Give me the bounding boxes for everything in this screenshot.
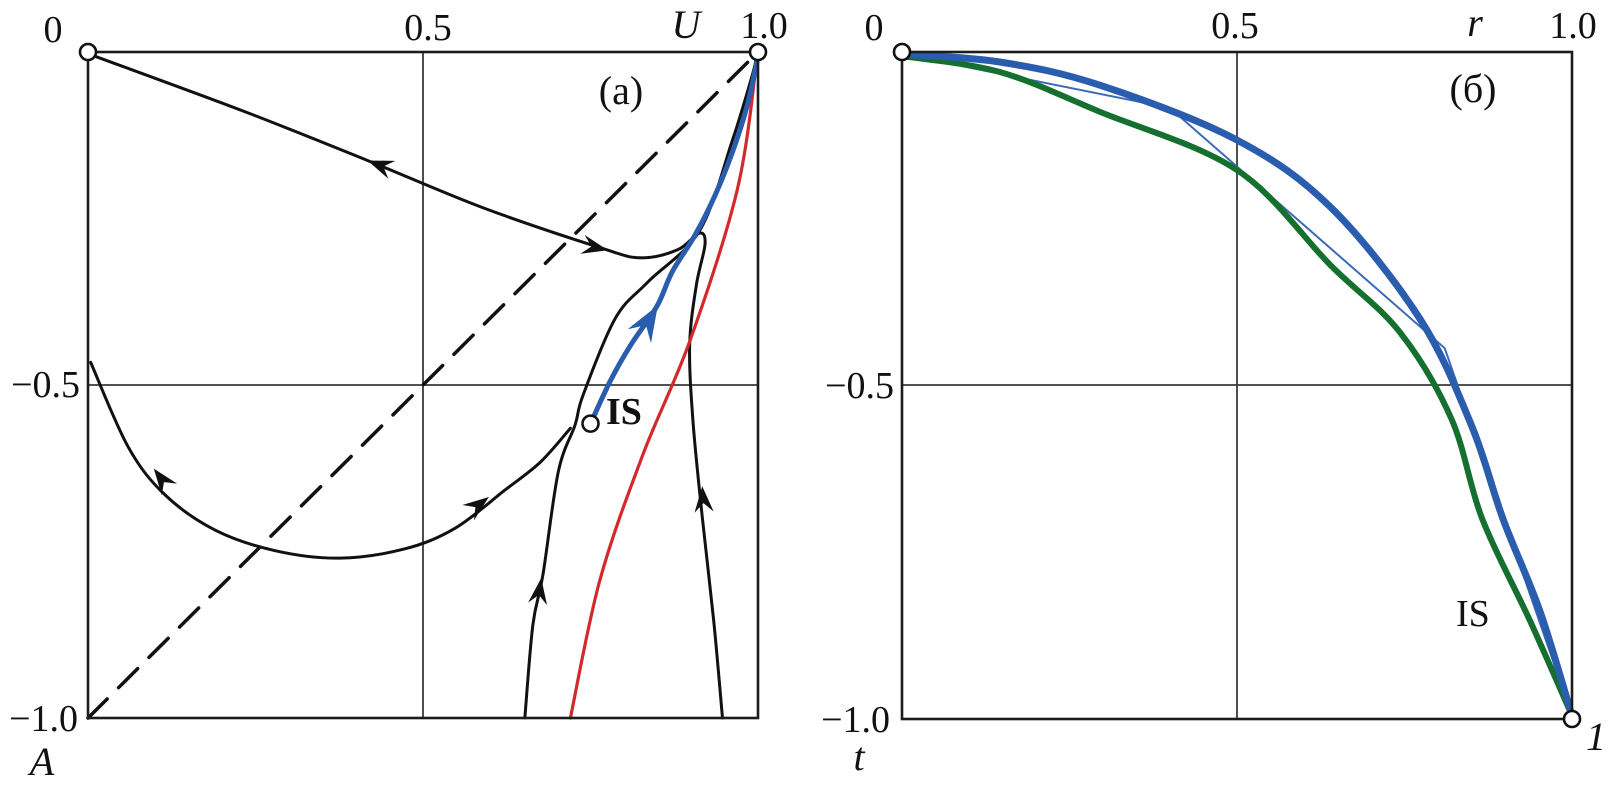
panel-label-a: (a) <box>599 68 643 113</box>
tick-b-x-1.0: 1.0 <box>1549 5 1597 47</box>
plot-border-b <box>900 50 1574 721</box>
annotation-is-b: IS <box>1456 593 1490 635</box>
panel-a-curves <box>86 50 760 720</box>
arrowhead-rising-trajectory <box>528 578 548 606</box>
curve-is-separatrix <box>588 57 760 427</box>
tick-a-y-neg0.5: −0.5 <box>11 364 80 406</box>
annotation-endpoint-1: 1 <box>1586 714 1606 759</box>
arrowhead-is-separatrix <box>627 305 658 344</box>
tick-b-x-0.5: 0.5 <box>1211 5 1259 47</box>
curve-red-curve <box>568 60 759 720</box>
curve-is-curve <box>899 53 1575 719</box>
curve-diagonal-dashed <box>86 50 760 720</box>
arrowhead-lower-loop-trajectory <box>462 497 489 521</box>
tick-b-y-neg1.0: −1.0 <box>821 699 890 741</box>
node-marker <box>78 42 98 62</box>
tick-b-x-0: 0 <box>865 7 884 49</box>
panel-b-curves <box>898 50 1576 720</box>
panel-label-b: (б) <box>1450 66 1497 111</box>
node-marker <box>748 42 768 62</box>
tick-a-y-neg1.0: −1.0 <box>9 698 78 740</box>
arrowhead-origin-trajectory <box>580 235 608 254</box>
node-marker <box>892 42 912 62</box>
annotation-is-a: IS <box>606 391 642 433</box>
arrowhead-origin-trajectory <box>694 486 714 513</box>
node-marker <box>581 414 600 433</box>
axis-label-b-x: r <box>1467 0 1483 45</box>
panel-a-markers <box>78 42 768 433</box>
curve-lower-loop-trajectory <box>89 360 572 560</box>
plot-border-a <box>86 50 760 720</box>
curve-upper-curve <box>898 50 1576 720</box>
axis-label-a-y: A <box>27 739 55 784</box>
tick-b-y-neg0.5: −0.5 <box>825 365 894 407</box>
tick-a-x-1.0: 1.0 <box>740 5 788 47</box>
panel-b-markers <box>892 42 1582 729</box>
axis-label-b-y: t <box>853 734 865 779</box>
axis-label-a-x: U <box>672 2 704 47</box>
tick-a-x-0: 0 <box>44 9 63 51</box>
node-marker <box>1562 709 1582 729</box>
tick-a-x-0.5: 0.5 <box>404 7 452 49</box>
arrowhead-lower-loop-trajectory <box>153 468 178 496</box>
arrowhead-origin-trajectory <box>367 160 396 179</box>
